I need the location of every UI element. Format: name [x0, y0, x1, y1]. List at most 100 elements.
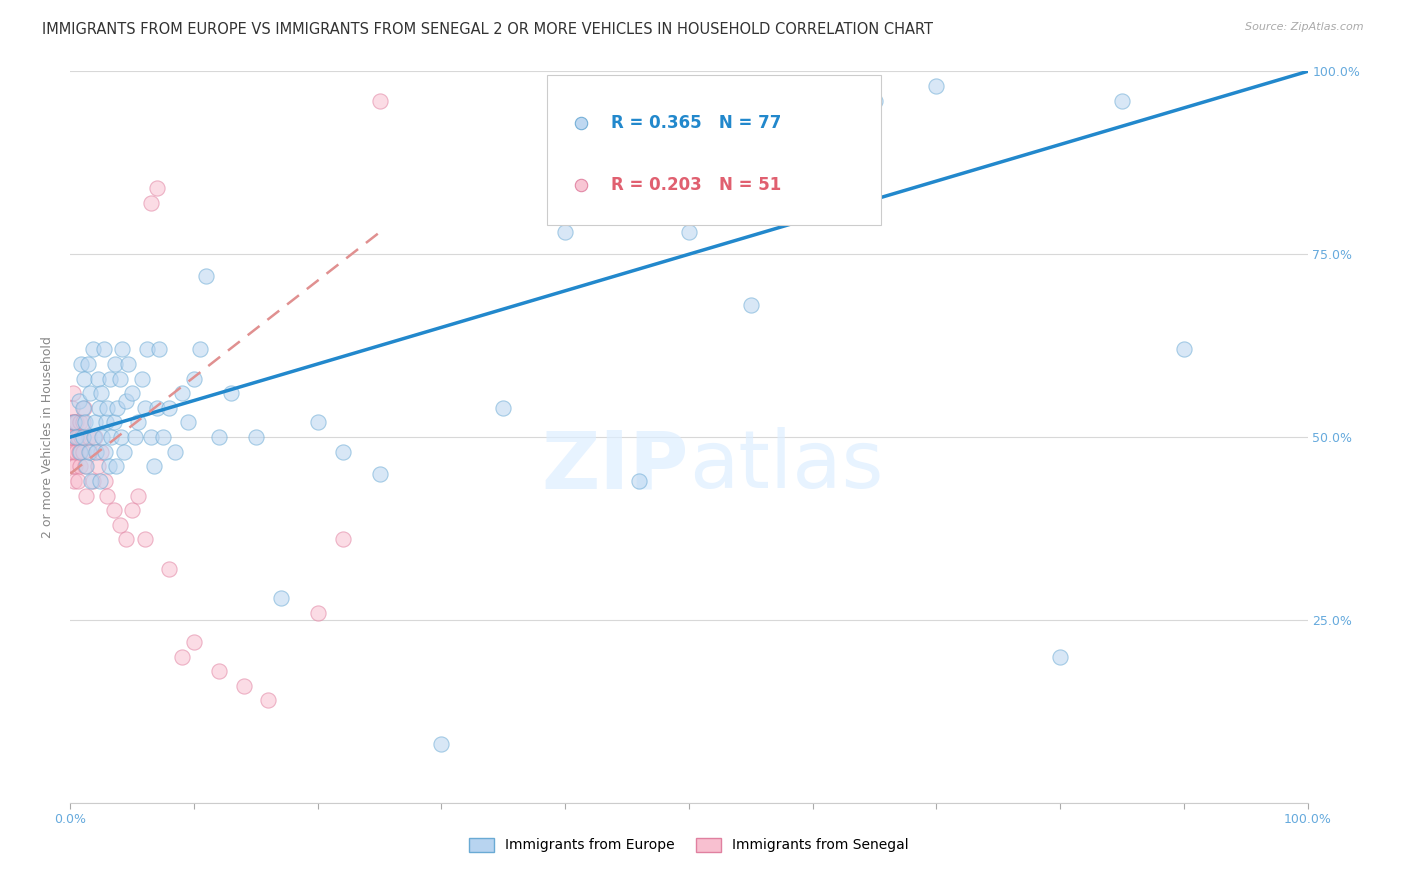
Point: [232, 679, 254, 693]
Point: [131, 371, 153, 385]
Point: [73, 401, 96, 415]
Point: [60, 401, 83, 415]
Point: [183, 371, 205, 385]
Point: [73, 371, 96, 385]
Point: [86, 459, 108, 474]
Point: [96, 401, 118, 415]
Point: [104, 357, 127, 371]
Point: [307, 606, 329, 620]
Point: [430, 737, 453, 751]
Text: ZIP: ZIP: [541, 427, 689, 506]
Point: [67, 393, 90, 408]
Point: [112, 444, 135, 458]
Point: [65, 416, 87, 430]
Point: [72, 444, 94, 458]
Point: [87, 401, 110, 415]
Point: [111, 343, 134, 357]
Point: [105, 459, 128, 474]
Point: [554, 225, 576, 239]
Point: [678, 225, 700, 239]
Point: [801, 137, 824, 152]
Point: [146, 181, 169, 195]
Point: [270, 591, 292, 605]
Point: [108, 371, 131, 385]
Point: [84, 430, 107, 444]
Point: [86, 371, 108, 385]
Point: [170, 649, 193, 664]
Point: [69, 444, 91, 458]
Point: [62, 459, 84, 474]
Point: [84, 444, 107, 458]
Point: [139, 196, 162, 211]
Point: [90, 386, 112, 401]
Point: [569, 115, 592, 129]
Point: [332, 533, 354, 547]
Point: [69, 416, 91, 430]
Point: [139, 430, 162, 444]
Point: [148, 343, 170, 357]
Y-axis label: 2 or more Vehicles in Household: 2 or more Vehicles in Household: [41, 336, 55, 538]
Point: [368, 467, 391, 481]
Point: [63, 416, 86, 430]
Point: [66, 474, 89, 488]
Point: [245, 430, 267, 444]
Point: [257, 693, 280, 707]
Point: [62, 386, 84, 401]
Point: [94, 474, 117, 488]
Point: [70, 430, 93, 444]
Text: R = 0.365   N = 77: R = 0.365 N = 77: [612, 113, 782, 131]
Point: [115, 533, 138, 547]
Point: [79, 386, 101, 401]
Point: [115, 393, 138, 408]
Point: [134, 533, 156, 547]
Point: [63, 444, 86, 458]
Point: [157, 401, 180, 415]
Point: [143, 459, 166, 474]
Point: [332, 444, 354, 458]
Point: [76, 357, 98, 371]
Point: [146, 401, 169, 415]
Point: [69, 459, 91, 474]
Point: [740, 298, 762, 312]
Point: [82, 343, 104, 357]
Point: [66, 430, 89, 444]
Point: [77, 444, 100, 458]
Point: [183, 635, 205, 649]
Point: [77, 430, 100, 444]
Point: [65, 444, 87, 458]
Text: atlas: atlas: [689, 427, 883, 506]
Point: [67, 444, 90, 458]
Point: [170, 386, 193, 401]
Text: IMMIGRANTS FROM EUROPE VS IMMIGRANTS FROM SENEGAL 2 OR MORE VEHICLES IN HOUSEHOL: IMMIGRANTS FROM EUROPE VS IMMIGRANTS FRO…: [42, 22, 934, 37]
Point: [307, 416, 329, 430]
Point: [195, 269, 218, 284]
Point: [127, 489, 149, 503]
Point: [59, 430, 82, 444]
Point: [97, 459, 120, 474]
Point: [62, 416, 84, 430]
Point: [90, 444, 112, 458]
Point: [157, 562, 180, 576]
Point: [177, 416, 200, 430]
Point: [127, 416, 149, 430]
Point: [82, 474, 104, 488]
Point: [136, 343, 159, 357]
Point: [208, 664, 231, 678]
Point: [188, 343, 211, 357]
Point: [569, 178, 592, 192]
Point: [65, 430, 87, 444]
Point: [925, 78, 948, 93]
Point: [1049, 649, 1071, 664]
Text: Source: ZipAtlas.com: Source: ZipAtlas.com: [1246, 22, 1364, 32]
Point: [1111, 94, 1133, 108]
Point: [219, 386, 242, 401]
Point: [63, 474, 86, 488]
Point: [65, 459, 87, 474]
Point: [60, 430, 83, 444]
Point: [110, 430, 132, 444]
Point: [863, 94, 886, 108]
Point: [108, 517, 131, 532]
Point: [84, 416, 107, 430]
Point: [124, 430, 146, 444]
Point: [208, 430, 231, 444]
